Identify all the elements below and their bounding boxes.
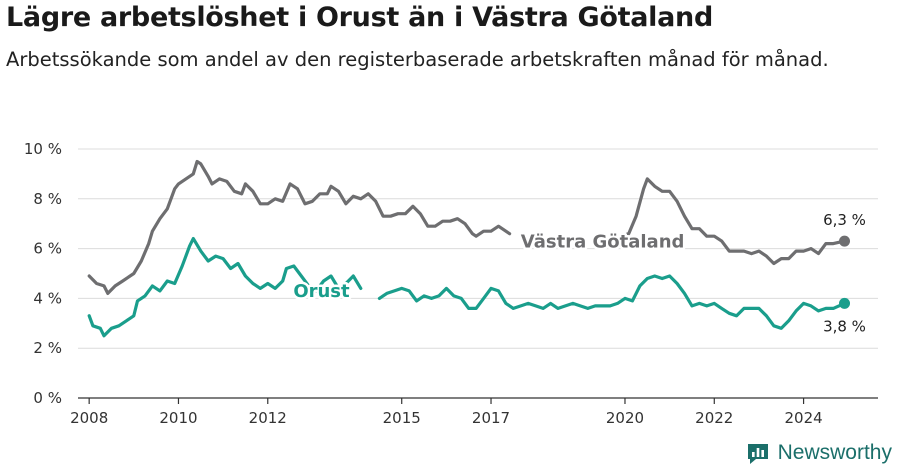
y-tick-label: 0 % [33, 389, 62, 407]
brand-logo: Newsworthy [746, 441, 892, 465]
series-line [87, 159, 512, 295]
grid [78, 148, 878, 399]
x-tick-label: 2024 [784, 409, 822, 427]
x-tick-label: 2012 [249, 409, 287, 427]
series-lines [87, 159, 851, 338]
series-name-label: Orust [293, 281, 350, 302]
series-end-point [839, 235, 851, 247]
y-axis-ticks: 0 % 2 % 4 % 6 % 8 % 10 % [24, 140, 62, 407]
series-line [87, 237, 363, 338]
series-end-point [839, 297, 851, 309]
brand-name: Newsworthy [777, 441, 892, 464]
series-line [619, 177, 847, 266]
y-tick-label: 10 % [24, 140, 62, 158]
y-tick-label: 8 % [33, 190, 62, 208]
x-tick-label: 2010 [159, 409, 197, 427]
series-end-label: 6,3 % [823, 211, 866, 229]
x-tick-label: 2017 [472, 409, 510, 427]
x-tick-label: 2022 [695, 409, 733, 427]
x-tick-label: 2008 [70, 409, 108, 427]
series-end-label: 3,8 % [823, 317, 866, 335]
y-tick-label: 6 % [33, 240, 62, 258]
y-tick-label: 2 % [33, 339, 62, 357]
series-labels: Västra Götaland 6,3 % Orust 3,8 % [291, 211, 866, 335]
series-name-label: Västra Götaland [521, 231, 685, 252]
chart-subtitle: Arbetssökande som andel av den registerb… [6, 48, 829, 71]
newsworthy-icon [747, 444, 768, 464]
chart-title: Lägre arbetslöshet i Orust än i Västra G… [6, 2, 713, 33]
series-line [377, 274, 847, 330]
x-tick-label: 2015 [383, 409, 421, 427]
x-tick-label: 2020 [606, 409, 644, 427]
x-axis-ticks: 2008 2010 2012 2015 2017 2020 2022 2024 [70, 398, 823, 427]
y-tick-label: 4 % [33, 289, 62, 307]
